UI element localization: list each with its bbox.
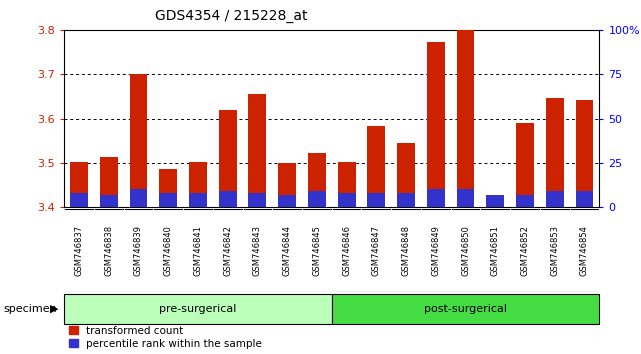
Text: GDS4354 / 215228_at: GDS4354 / 215228_at xyxy=(154,9,307,23)
Text: GSM746848: GSM746848 xyxy=(401,225,410,276)
Text: specimen: specimen xyxy=(3,304,57,314)
Bar xyxy=(576,99,594,207)
Bar xyxy=(308,153,326,207)
Bar xyxy=(249,94,266,207)
Bar xyxy=(338,162,356,207)
Bar xyxy=(219,110,237,207)
Bar xyxy=(308,191,326,207)
Bar xyxy=(70,162,88,207)
Text: GSM746839: GSM746839 xyxy=(134,225,143,276)
Bar xyxy=(397,193,415,207)
Text: GSM746842: GSM746842 xyxy=(223,225,232,276)
Bar xyxy=(338,193,356,207)
Bar xyxy=(456,189,474,207)
Text: GSM746851: GSM746851 xyxy=(491,225,500,276)
Bar xyxy=(70,193,88,207)
Bar xyxy=(456,30,474,207)
Bar xyxy=(100,195,118,207)
Bar xyxy=(249,193,266,207)
FancyBboxPatch shape xyxy=(332,294,599,324)
Text: GSM746840: GSM746840 xyxy=(163,225,172,276)
Text: GSM746852: GSM746852 xyxy=(520,225,529,276)
Bar xyxy=(545,98,563,207)
Bar xyxy=(576,191,594,207)
Bar xyxy=(516,123,534,207)
Text: GSM746854: GSM746854 xyxy=(580,225,589,276)
Bar xyxy=(487,195,504,207)
Text: GSM746853: GSM746853 xyxy=(550,225,559,276)
Bar xyxy=(516,195,534,207)
Bar xyxy=(278,163,296,207)
Text: GSM746841: GSM746841 xyxy=(194,225,203,276)
Text: GSM746843: GSM746843 xyxy=(253,225,262,276)
Text: GSM746849: GSM746849 xyxy=(431,225,440,276)
Bar xyxy=(189,162,207,207)
Bar xyxy=(427,42,445,207)
Bar xyxy=(427,189,445,207)
Text: GSM746845: GSM746845 xyxy=(312,225,321,276)
Legend: transformed count, percentile rank within the sample: transformed count, percentile rank withi… xyxy=(69,326,262,349)
Bar xyxy=(189,193,207,207)
Bar xyxy=(487,198,504,207)
Bar xyxy=(219,191,237,207)
Text: GSM746850: GSM746850 xyxy=(461,225,470,276)
Bar xyxy=(159,169,177,207)
Text: ▶: ▶ xyxy=(50,304,59,314)
Text: GSM746846: GSM746846 xyxy=(342,225,351,276)
Bar xyxy=(367,126,385,207)
Text: GSM746844: GSM746844 xyxy=(283,225,292,276)
Text: GSM746837: GSM746837 xyxy=(74,225,83,276)
Bar xyxy=(278,195,296,207)
Bar xyxy=(129,74,147,207)
Text: GSM746838: GSM746838 xyxy=(104,225,113,276)
Bar xyxy=(100,157,118,207)
Bar xyxy=(129,189,147,207)
Text: post-surgerical: post-surgerical xyxy=(424,304,507,314)
FancyBboxPatch shape xyxy=(64,294,332,324)
Bar xyxy=(159,193,177,207)
Text: GSM746847: GSM746847 xyxy=(372,225,381,276)
Text: pre-surgerical: pre-surgerical xyxy=(159,304,237,314)
Bar xyxy=(545,191,563,207)
Bar xyxy=(397,143,415,207)
Bar xyxy=(367,193,385,207)
